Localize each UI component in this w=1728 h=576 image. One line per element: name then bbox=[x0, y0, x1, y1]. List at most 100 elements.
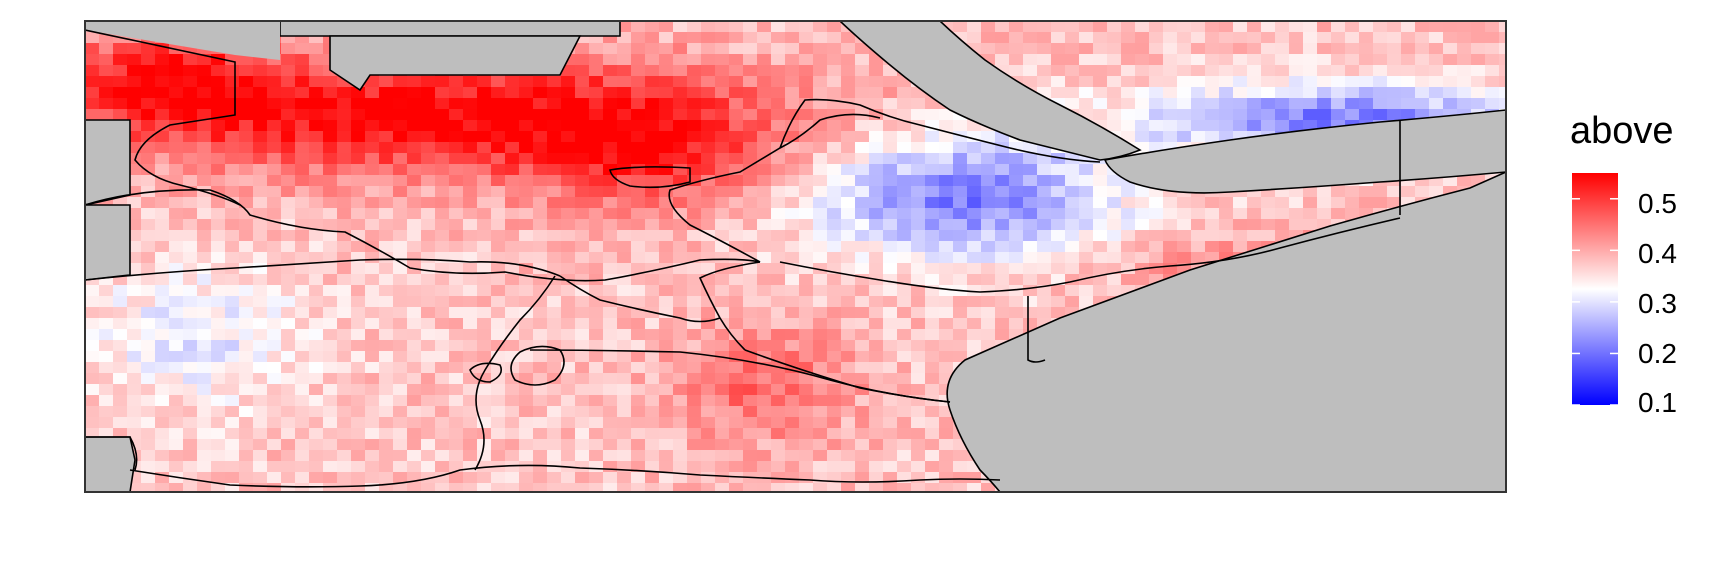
raster-cell bbox=[253, 417, 268, 429]
raster-cell bbox=[953, 241, 968, 253]
raster-cell bbox=[463, 384, 478, 396]
raster-cell bbox=[911, 164, 926, 176]
raster-cell bbox=[1009, 43, 1024, 55]
raster-cell bbox=[897, 274, 912, 286]
raster-cell bbox=[1037, 87, 1052, 99]
raster-cell bbox=[141, 241, 156, 253]
raster-cell bbox=[435, 164, 450, 176]
raster-cell bbox=[365, 87, 380, 99]
raster-cell bbox=[855, 153, 870, 165]
raster-cell bbox=[1079, 43, 1094, 55]
raster-cell bbox=[253, 142, 268, 154]
raster-cell bbox=[407, 472, 422, 484]
raster-cell bbox=[827, 406, 842, 418]
raster-cell bbox=[701, 43, 716, 55]
raster-cell bbox=[771, 450, 786, 462]
raster-cell bbox=[575, 252, 590, 264]
raster-cell bbox=[757, 131, 772, 143]
raster-cell bbox=[701, 450, 716, 462]
raster-cell bbox=[169, 164, 184, 176]
raster-cell bbox=[477, 296, 492, 308]
raster-cell bbox=[295, 120, 310, 132]
raster-cell bbox=[1261, 208, 1276, 220]
raster-cell bbox=[603, 373, 618, 385]
raster-cell bbox=[827, 43, 842, 55]
raster-cell bbox=[547, 417, 562, 429]
sahara-gap bbox=[329, 35, 582, 92]
raster-cell bbox=[785, 329, 800, 341]
raster-cell bbox=[869, 307, 884, 319]
raster-cell bbox=[603, 142, 618, 154]
raster-cell bbox=[421, 307, 436, 319]
raster-cell bbox=[267, 483, 282, 492]
raster-cell bbox=[239, 362, 254, 374]
raster-cell bbox=[1107, 43, 1122, 55]
raster-cell bbox=[1121, 120, 1136, 132]
raster-cell bbox=[1121, 43, 1136, 55]
raster-cell bbox=[575, 318, 590, 330]
raster-cell bbox=[1079, 65, 1094, 77]
raster-cell bbox=[827, 384, 842, 396]
raster-cell bbox=[505, 87, 520, 99]
raster-cell bbox=[1051, 153, 1066, 165]
raster-cell bbox=[617, 329, 632, 341]
raster-cell bbox=[785, 450, 800, 462]
raster-cell bbox=[757, 87, 772, 99]
raster-cell bbox=[757, 318, 772, 330]
raster-cell bbox=[631, 120, 646, 132]
raster-cell bbox=[575, 241, 590, 253]
raster-cell bbox=[1205, 241, 1220, 253]
raster-cell bbox=[645, 450, 660, 462]
raster-cell bbox=[1457, 43, 1472, 55]
raster-cell bbox=[1205, 197, 1220, 209]
raster-cell bbox=[1471, 76, 1486, 88]
raster-cell bbox=[757, 164, 772, 176]
raster-cell bbox=[953, 318, 968, 330]
raster-cell bbox=[421, 351, 436, 363]
raster-cell bbox=[1135, 208, 1150, 220]
raster-cell bbox=[239, 109, 254, 121]
raster-cell bbox=[1219, 131, 1234, 143]
raster-cell bbox=[379, 384, 394, 396]
raster-cell bbox=[855, 76, 870, 88]
raster-cell bbox=[533, 197, 548, 209]
raster-cell bbox=[253, 109, 268, 121]
raster-cell bbox=[785, 219, 800, 231]
raster-cell bbox=[351, 428, 366, 440]
raster-cell bbox=[1023, 274, 1038, 286]
raster-cell bbox=[421, 131, 436, 143]
raster-cell bbox=[1205, 76, 1220, 88]
raster-cell bbox=[365, 428, 380, 440]
raster-cell bbox=[407, 175, 422, 187]
raster-cell bbox=[953, 208, 968, 220]
raster-cell bbox=[743, 318, 758, 330]
raster-cell bbox=[687, 109, 702, 121]
raster-cell bbox=[85, 54, 100, 66]
raster-cell bbox=[169, 340, 184, 352]
raster-cell bbox=[939, 285, 954, 297]
raster-cell bbox=[673, 186, 688, 198]
raster-cell bbox=[323, 197, 338, 209]
raster-cell bbox=[1051, 296, 1066, 308]
raster-cell bbox=[1149, 120, 1164, 132]
raster-cell bbox=[477, 164, 492, 176]
raster-cell bbox=[211, 373, 226, 385]
raster-cell bbox=[519, 142, 534, 154]
raster-cell bbox=[1023, 263, 1038, 275]
raster-cell bbox=[337, 417, 352, 429]
raster-cell bbox=[827, 65, 842, 77]
raster-cell bbox=[239, 263, 254, 275]
raster-cell bbox=[421, 142, 436, 154]
raster-cell bbox=[785, 131, 800, 143]
raster-cell bbox=[477, 197, 492, 209]
raster-cell bbox=[351, 142, 366, 154]
raster-cell bbox=[309, 43, 324, 55]
raster-cell bbox=[169, 197, 184, 209]
raster-cell bbox=[547, 373, 562, 385]
raster-cell bbox=[463, 186, 478, 198]
raster-cell bbox=[631, 318, 646, 330]
raster-cell bbox=[505, 285, 520, 297]
raster-cell bbox=[925, 274, 940, 286]
raster-cell bbox=[295, 32, 310, 44]
raster-cell bbox=[183, 428, 198, 440]
